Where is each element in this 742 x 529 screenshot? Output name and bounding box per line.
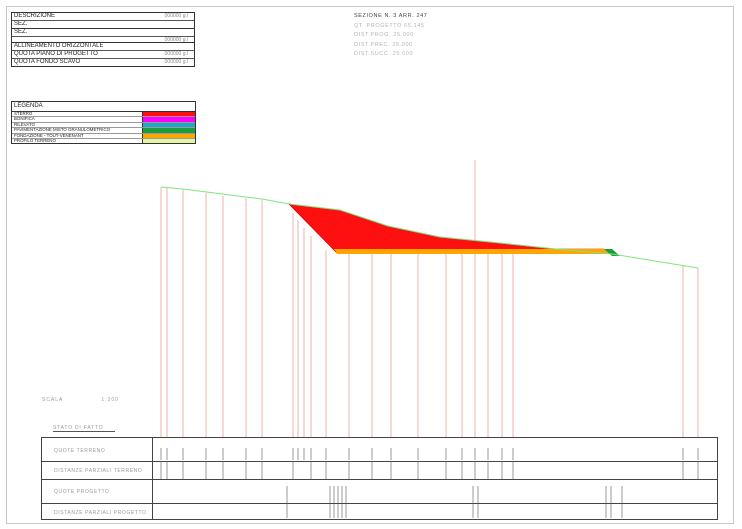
legend-swatch [143,133,195,138]
progressive-distance: DIST.PROG. 25.000 [354,32,414,38]
section-info: SEZIONE N. 3 ARR. 247 QT. PROGETTO 65.14… [354,12,427,60]
title-row-section-2b: 000000 g.l [164,37,188,43]
legend-title: LEGENDA [12,102,195,112]
legend-item: BONIFICA [12,117,195,123]
title-row-section: SEZ. [14,21,28,27]
title-row-section-2: SEZ. [12,29,194,37]
legend-item: PAVIMENTAZIONE MISTO GRANULOMETRICO [12,128,195,134]
legend-swatch [143,117,195,122]
table-divider [152,438,153,519]
title-row-excavation-level: QUOTA FONDO SCAVO 000000 g.l [14,59,188,65]
legend-item: FONDAZIONE - TOUT-VENENANT [12,133,195,139]
next-distance: DIST.SUCC. 25.000 [354,51,414,57]
legend-swatch [143,138,195,144]
legend-item: PROFILO TERRENO [12,138,195,144]
cut-slope [288,203,337,253]
legend: LEGENDA STERRO BONIFICA RILEVATO PAVIMEN… [11,101,196,145]
section-data-table: QUOTE TERRENO DISTANZE PARZIALI TERRENO … [41,437,718,520]
legend-swatch [143,128,195,133]
table-row-ground-elevations: QUOTE TERRENO [42,438,717,462]
station-guide-lines [160,160,699,437]
legend-swatch [143,122,195,128]
table-header: STATO DI FATTO [53,425,116,432]
table-row-design-distances: DISTANZE PARZIALI PROGETTO [54,510,147,516]
section-number: SEZIONE N. 3 ARR. 247 [354,13,428,19]
ground-profile [160,186,699,269]
design-elevation: QT. PROGETTO 65.145 [354,22,425,29]
title-block-bottom: ALLINEAMENTO ORIZZONTALE QUOTA PIANO DI … [11,42,195,67]
title-row-design-level: QUOTA PIANO DI PROGETTO 000000 g.l [12,51,194,59]
legend-item: STERRO [12,112,195,118]
title-row-alignment: ALLINEAMENTO ORIZZONTALE [12,43,194,51]
scale-label: SCALA 1:200 [42,397,119,403]
legend-swatch [143,112,195,117]
previous-distance: DIST.PREC. 25.000 [354,41,413,48]
table-row-ground-distances: DISTANZE PARZIALI TERRENO [42,462,717,480]
table-row-design-elevations: QUOTE PROGETTO [42,480,717,504]
drawing-frame [6,6,734,524]
foundation-layer [333,249,612,254]
legend-item: RILEVATO [12,122,195,129]
title-row-description: DESCRIZIONE 000000 g.l [12,13,194,21]
